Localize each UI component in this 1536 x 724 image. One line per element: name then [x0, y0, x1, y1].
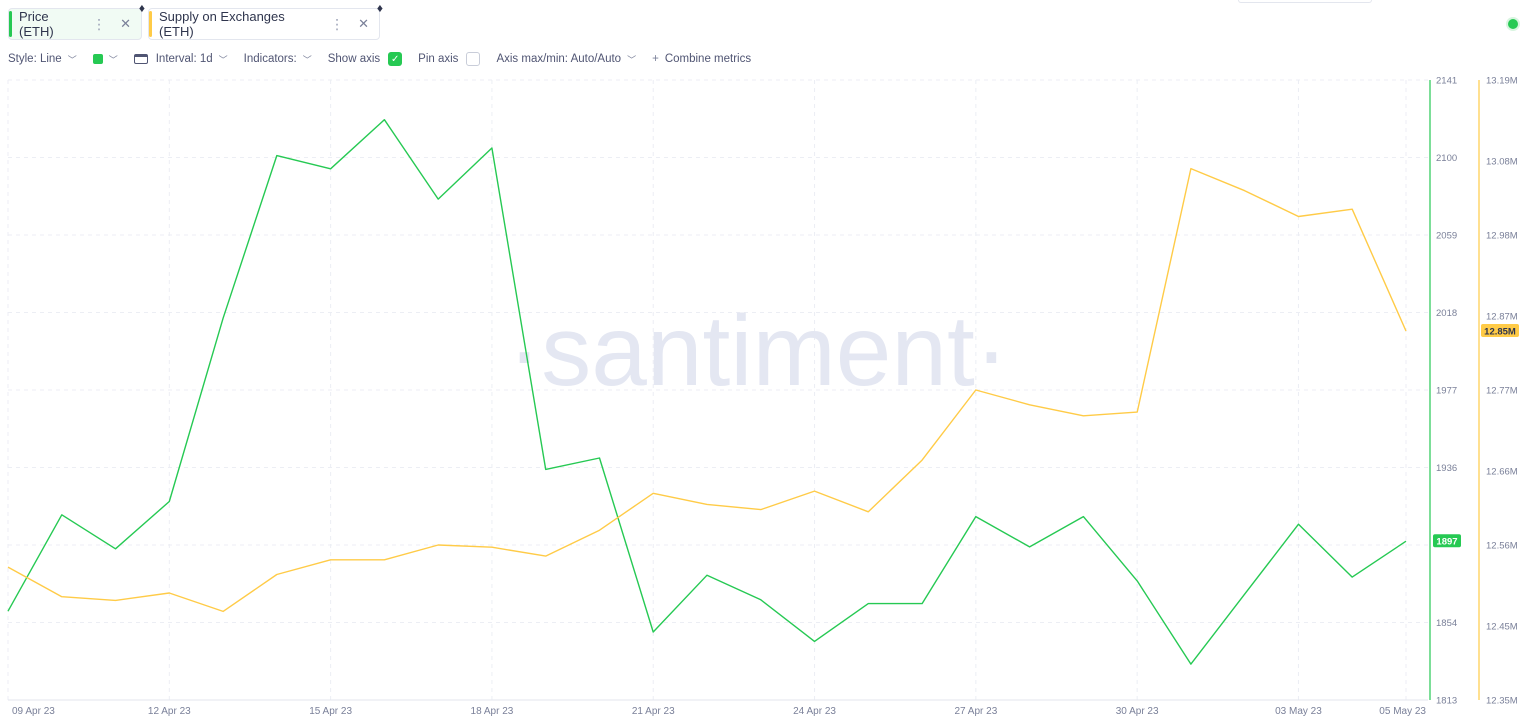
watermark: ·santiment·	[508, 295, 1008, 407]
series-lines	[7, 118, 1407, 665]
supply-tick-label: 12.98M	[1486, 231, 1518, 242]
price-tick-label: 1813	[1436, 696, 1457, 707]
x-tick-label: 30 Apr 23	[1116, 706, 1159, 717]
supply-tick-label: 12.45M	[1486, 622, 1518, 633]
indicators-dropdown[interactable]: Indicators: ﹀	[244, 53, 312, 66]
axis-labels: 09 Apr 23 12 Apr 23 15 Apr 23 18 Apr 23 21 A…	[12, 76, 1519, 717]
price-last-value-label: 1897	[1436, 537, 1457, 548]
pin-axis-toggle[interactable]: Pin axis	[418, 52, 481, 66]
color-swatch-icon	[92, 54, 103, 64]
price-tick-label: 2100	[1436, 153, 1457, 164]
x-tick-label: 12 Apr 23	[148, 706, 191, 717]
price-tick-label: 2141	[1436, 76, 1457, 87]
x-tick-label: 15 Apr 23	[309, 706, 352, 717]
price-line	[7, 118, 1407, 665]
combine-metrics-button[interactable]: + Combine metrics	[652, 53, 751, 65]
show-axis-label: Show axis	[327, 53, 381, 65]
pin-axis-checkbox[interactable]	[466, 52, 481, 66]
x-tick-label: 27 Apr 23	[954, 706, 997, 717]
supply-line	[7, 167, 1407, 613]
price-tick-label: 1977	[1436, 386, 1457, 397]
live-status-icon	[1508, 19, 1518, 29]
price-tick-label: 2059	[1436, 231, 1457, 242]
x-tick-label: 09 Apr 23	[12, 706, 55, 717]
close-icon[interactable]: ✕	[358, 16, 369, 31]
interval-dropdown[interactable]: Interval: 1d ﹀	[133, 53, 228, 66]
chevron-down-icon: ﹀	[218, 54, 228, 65]
supply-color-bar	[149, 11, 152, 37]
chevron-down-icon: ﹀	[627, 54, 637, 65]
supply-last-value-badge	[1481, 323, 1519, 337]
combine-metrics-label: Combine metrics	[664, 53, 752, 65]
metric-tab-supply[interactable]: Supply on Exchanges (ETH) ⋮ ✕ ♦	[148, 1, 383, 40]
supply-tick-label: 12.56M	[1486, 541, 1518, 552]
color-dropdown[interactable]: ﹀	[92, 53, 118, 66]
x-tick-label: 21 Apr 23	[632, 706, 675, 717]
price-tick-label: 2018	[1436, 308, 1457, 319]
calendar-icon	[133, 54, 148, 64]
ethereum-icon: ♦	[138, 1, 145, 15]
ethereum-icon: ♦	[376, 1, 383, 15]
supply-tick-label: 12.77M	[1486, 386, 1518, 397]
more-options-icon[interactable]: ⋮	[92, 15, 107, 32]
plus-icon: +	[652, 53, 659, 65]
style-label: Style: Line	[8, 53, 62, 65]
axis-maxmin-label: Axis max/min: Auto/Auto	[496, 53, 622, 65]
chevron-down-icon: ﹀	[67, 54, 77, 65]
supply-tick-label: 12.87M	[1486, 312, 1518, 323]
axes	[8, 80, 1480, 701]
price-color-bar	[9, 11, 12, 37]
chevron-down-icon: ﹀	[108, 54, 118, 65]
chart-toolbar: Style: Line ﹀ ﹀ Interval: 1d ﹀ Indicator…	[8, 50, 767, 68]
metric-tab-price[interactable]: Price (ETH) ⋮ ✕ ♦	[8, 1, 145, 40]
pin-axis-label: Pin axis	[418, 53, 459, 65]
supply-tick-label: 13.08M	[1486, 157, 1518, 168]
interval-label: Interval: 1d	[155, 53, 213, 65]
x-tick-label: 03 May 23	[1275, 706, 1322, 717]
supply-tick-label: 13.19M	[1486, 76, 1518, 87]
axis-maxmin-dropdown[interactable]: Axis max/min: Auto/Auto ﹀	[496, 53, 636, 66]
x-tick-label: 18 Apr 23	[471, 706, 514, 717]
style-dropdown[interactable]: Style: Line ﹀	[8, 53, 77, 66]
indicators-label: Indicators:	[243, 53, 297, 65]
show-axis-toggle[interactable]: Show axis ✓	[327, 52, 403, 66]
price-tick-label: 1936	[1436, 463, 1457, 474]
supply-tick-label: 12.35M	[1486, 696, 1518, 707]
chevron-down-icon: ﹀	[302, 54, 312, 65]
supply-last-value-label: 12.85M	[1484, 326, 1516, 337]
more-options-icon[interactable]: ⋮	[330, 15, 345, 32]
top-panel-edge	[1238, 0, 1372, 3]
x-tick-label: 05 May 23	[1379, 706, 1426, 717]
metric-tab-label: Price (ETH)	[19, 9, 54, 39]
metric-tab-label: Supply on Exchanges (ETH)	[159, 9, 285, 39]
show-axis-checkbox[interactable]: ✓	[388, 52, 403, 66]
supply-tick-label: 12.66M	[1486, 467, 1518, 478]
price-last-value-badge	[1433, 534, 1461, 548]
price-tick-label: 1854	[1436, 618, 1457, 629]
close-icon[interactable]: ✕	[120, 16, 131, 31]
x-tick-label: 24 Apr 23	[793, 706, 836, 717]
